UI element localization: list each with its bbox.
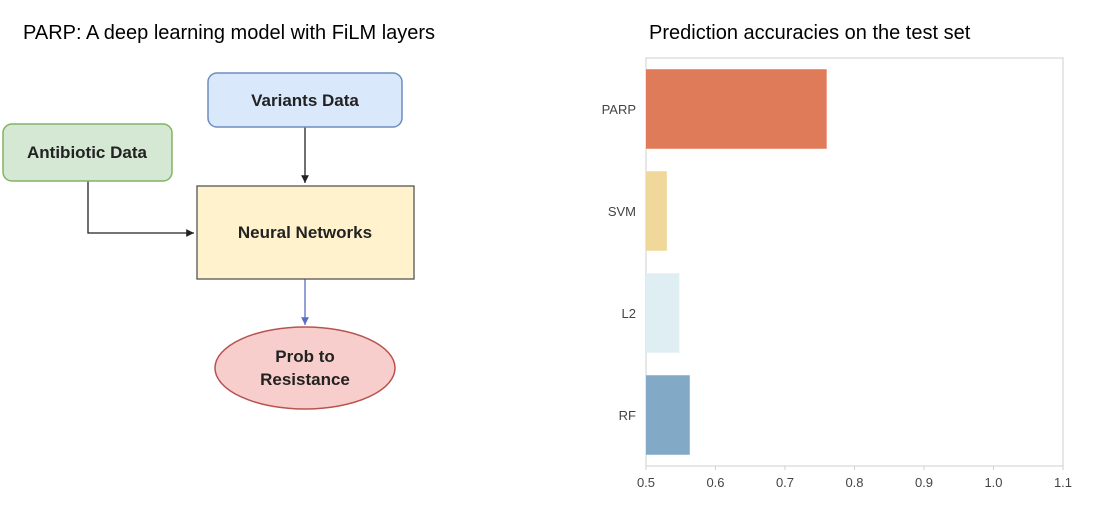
x-tick-label: 0.8 — [845, 475, 863, 490]
neural-networks-label: Neural Networks — [238, 223, 372, 242]
prob-resistance-label-line1: Prob to — [275, 347, 335, 366]
x-tick-label: 0.6 — [706, 475, 724, 490]
prob-resistance-node: Prob to Resistance — [214, 326, 396, 410]
prob-resistance-label-line2: Resistance — [260, 370, 350, 389]
y-tick-label-l2: L2 — [622, 306, 636, 321]
variants-data-node: Variants Data — [207, 72, 403, 128]
x-tick-label: 0.5 — [637, 475, 655, 490]
bar-rf — [646, 375, 690, 455]
variants-data-label: Variants Data — [251, 91, 359, 110]
bar-l2 — [646, 273, 680, 353]
bar-parp — [646, 69, 827, 149]
y-tick-label-rf: RF — [619, 408, 636, 423]
neural-networks-node: Neural Networks — [196, 185, 415, 280]
antibiotic-data-node: Antibiotic Data — [2, 123, 173, 182]
diagram-title: PARP: A deep learning model with FiLM la… — [23, 22, 436, 44]
flow-diagram: Variants Data Antibiotic Data Neural Net… — [2, 72, 415, 410]
x-tick-label: 0.9 — [915, 475, 933, 490]
x-tick-label: 0.7 — [776, 475, 794, 490]
x-tick-label: 1.1 — [1054, 475, 1072, 490]
y-tick-label-parp: PARP — [602, 102, 636, 117]
edge-antibiotic-to-nn — [87, 181, 194, 237]
antibiotic-data-label: Antibiotic Data — [27, 143, 147, 162]
y-tick-label-svm: SVM — [608, 204, 636, 219]
accuracy-bar-chart: PARP SVM L2 RF 0.5 0.6 0.7 0.8 0.9 1.0 1.1 — [602, 57, 1072, 490]
chart-title: Prediction accuracies on the test set — [649, 22, 971, 44]
bar-svm — [646, 171, 667, 251]
x-tick-label: 1.0 — [984, 475, 1002, 490]
